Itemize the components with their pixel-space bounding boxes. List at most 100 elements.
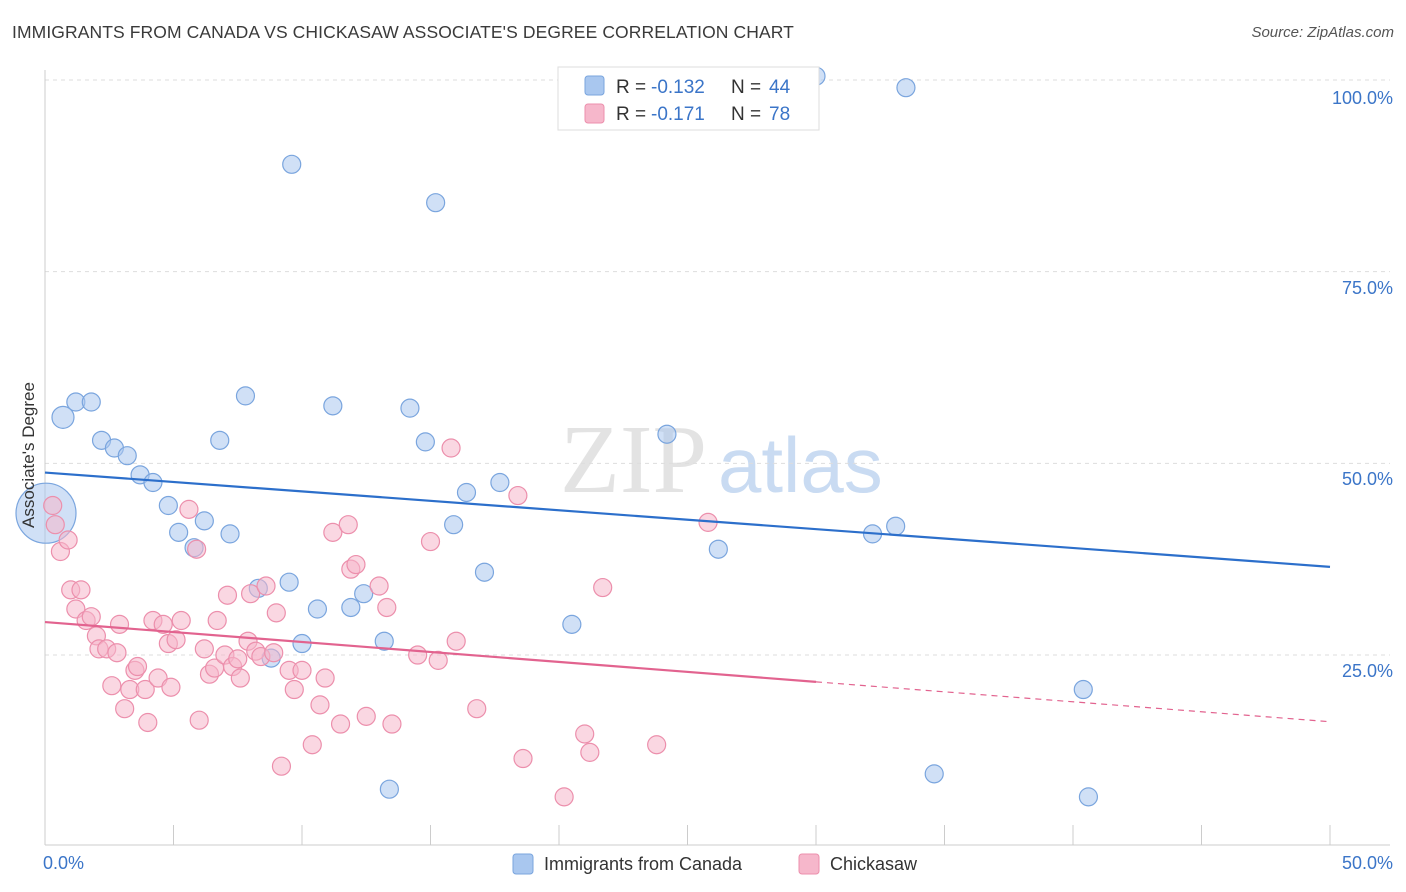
data-point-chickasaw (109, 614, 130, 634)
data-point-chickasaw (71, 580, 91, 600)
data-point-chickasaw (302, 735, 322, 755)
data-point-chickasaw (508, 485, 528, 506)
data-point-chickasaw (107, 643, 127, 663)
x-tick-label: 50.0% (1342, 853, 1393, 873)
data-point-canada (210, 430, 230, 450)
data-point-chickasaw (189, 710, 209, 730)
stats-r-value-chickasaw: -0.171 (651, 104, 705, 125)
data-point-chickasaw (266, 603, 286, 623)
trend-line-chickasaw (44, 620, 817, 683)
trend-line-chickasaw-extension (815, 681, 1331, 723)
y-tick-label: 75.0% (1342, 278, 1393, 298)
data-point-canada (708, 539, 728, 559)
data-point-canada (490, 472, 510, 493)
data-point-chickasaw (575, 724, 595, 744)
data-point-chickasaw (441, 438, 461, 458)
data-point-chickasaw (194, 639, 214, 659)
y-tick-label: 100.0% (1332, 88, 1393, 108)
source-credit: Source: ZipAtlas.com (1251, 24, 1394, 41)
data-point-chickasaw (467, 699, 487, 719)
stats-swatch-canada (584, 75, 605, 96)
data-point-canada (426, 193, 446, 213)
legend: Immigrants from Canada Chickasaw (512, 853, 918, 875)
data-point-chickasaw (135, 679, 155, 700)
data-point-canada (282, 154, 302, 174)
data-point-chickasaw (230, 668, 250, 688)
y-axis-label: Associate's Degree (19, 382, 38, 528)
stats-n-label: N = (731, 104, 761, 125)
stats-n-label: N = (731, 77, 761, 98)
data-point-chickasaw (338, 515, 358, 535)
data-point-chickasaw (217, 585, 238, 605)
data-point-chickasaw (45, 515, 65, 535)
data-point-chickasaw (115, 699, 135, 719)
data-point-canada (1073, 679, 1093, 700)
stats-r-label: R = (616, 104, 646, 125)
series-chickasaw-points (43, 438, 718, 807)
data-point-chickasaw (138, 712, 158, 733)
legend-swatch-chickasaw (798, 853, 820, 875)
chart-title: IMMIGRANTS FROM CANADA VS CHICKASAW ASSO… (12, 22, 794, 42)
data-point-chickasaw (315, 668, 335, 688)
data-point-canada (235, 386, 256, 406)
data-point-canada (1078, 787, 1099, 807)
data-point-chickasaw (264, 643, 284, 663)
trend-lines (44, 471, 1331, 723)
watermark-zip: ZIP (560, 406, 707, 514)
data-point-canada (323, 396, 343, 416)
data-point-chickasaw (228, 649, 248, 669)
series-canada-points (15, 66, 1099, 807)
data-point-chickasaw (428, 650, 448, 670)
data-point-canada (444, 515, 464, 535)
axes (44, 70, 1390, 846)
data-point-chickasaw (408, 645, 428, 665)
data-point-chickasaw (346, 554, 366, 575)
stats-r-label: R = (616, 77, 646, 98)
legend-swatch-canada (512, 853, 534, 875)
data-point-chickasaw (171, 610, 191, 631)
stats-swatch-chickasaw (584, 103, 605, 124)
data-point-chickasaw (330, 714, 351, 734)
data-point-chickasaw (593, 577, 613, 598)
data-point-canada (169, 522, 189, 542)
data-point-chickasaw (356, 706, 376, 726)
data-point-canada (896, 78, 916, 98)
data-point-chickasaw (271, 756, 292, 776)
data-point-chickasaw (377, 597, 397, 618)
data-point-canada (341, 597, 361, 618)
data-point-canada (657, 424, 677, 444)
y-tick-label: 50.0% (1342, 469, 1393, 489)
legend-label-canada: Immigrants from Canada (544, 854, 743, 874)
data-point-canada (924, 764, 944, 784)
data-point-canada (158, 495, 178, 516)
data-point-canada (400, 398, 420, 418)
data-point-canada (474, 562, 495, 582)
data-point-chickasaw (161, 677, 181, 697)
data-point-canada (415, 432, 435, 452)
data-point-canada (379, 779, 399, 799)
data-point-canada (279, 572, 299, 592)
data-point-chickasaw (256, 576, 276, 596)
stats-n-value-canada: 44 (769, 77, 791, 98)
watermark: ZIP atlas (560, 406, 883, 514)
data-point-chickasaw (127, 656, 148, 677)
data-point-canada (194, 511, 214, 531)
data-point-chickasaw (81, 607, 101, 627)
data-point-canada (354, 584, 374, 604)
data-point-chickasaw (292, 660, 312, 680)
data-point-chickasaw (310, 695, 330, 715)
data-point-canada (143, 472, 163, 493)
data-point-canada (307, 599, 328, 619)
data-point-chickasaw (241, 584, 261, 604)
data-point-chickasaw (420, 531, 441, 552)
data-point-canada (562, 614, 582, 634)
data-point-chickasaw (369, 576, 389, 596)
x-tick-label: 0.0% (43, 853, 84, 873)
data-point-chickasaw (580, 742, 600, 762)
data-point-chickasaw (166, 630, 186, 650)
data-point-chickasaw (284, 679, 304, 700)
data-point-canada (456, 482, 477, 503)
data-point-chickasaw (382, 714, 402, 734)
data-point-chickasaw (179, 499, 199, 519)
